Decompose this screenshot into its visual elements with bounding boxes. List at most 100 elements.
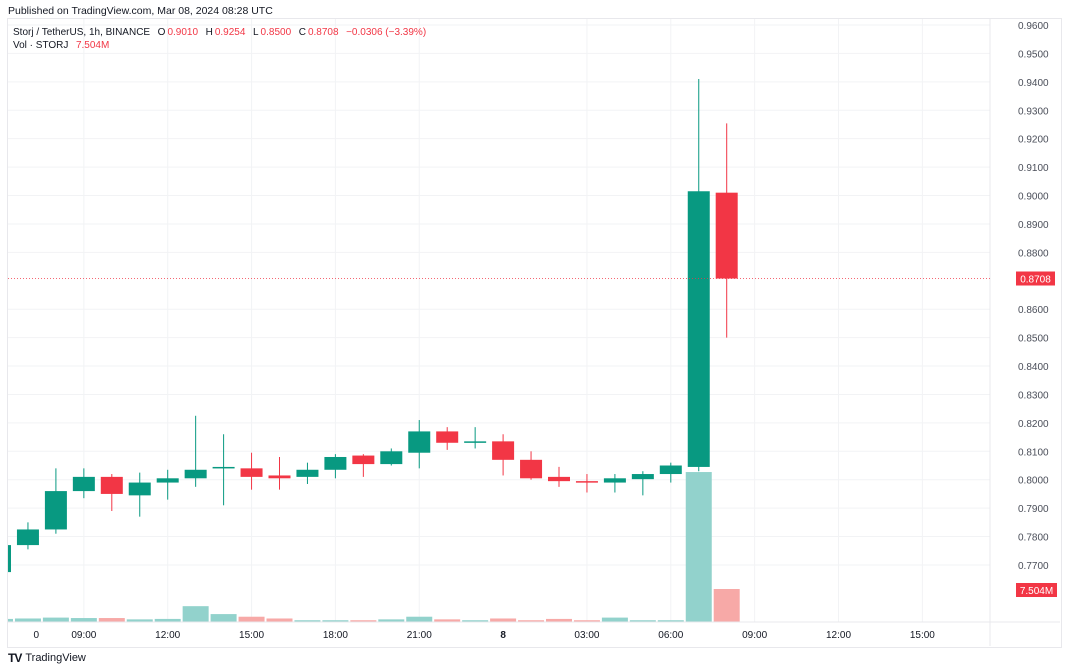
close-value: 0.8708 bbox=[307, 27, 339, 38]
volume-value: 7.504M bbox=[75, 40, 110, 51]
published-note: Published on TradingView.com, Mar 08, 20… bbox=[8, 5, 273, 17]
time-tick-label: 0 bbox=[34, 630, 40, 641]
price-tick-label: 0.8900 bbox=[1018, 220, 1049, 231]
candle-body bbox=[156, 478, 179, 483]
price-tick-label: 0.8200 bbox=[1018, 419, 1049, 430]
footer: TV TradingView bbox=[8, 651, 86, 665]
volume-bar bbox=[98, 618, 125, 622]
time-tick-label: 21:00 bbox=[407, 630, 432, 641]
price-tick-label: 0.8300 bbox=[1018, 390, 1049, 401]
candle-body bbox=[492, 441, 515, 460]
open-value: 0.9010 bbox=[167, 27, 199, 38]
volume-bar bbox=[546, 618, 572, 622]
price-tick-label: 0.8400 bbox=[1018, 362, 1049, 373]
volume-bar bbox=[378, 619, 405, 622]
time-tick-label: 18:00 bbox=[323, 630, 348, 641]
candle-body bbox=[128, 482, 151, 496]
candle-body bbox=[72, 476, 95, 492]
candle-body bbox=[687, 191, 710, 467]
low-value: 0.8500 bbox=[260, 27, 292, 38]
time-tick-label: 09:00 bbox=[742, 630, 767, 641]
volume-bar bbox=[322, 620, 349, 622]
volume-bar bbox=[629, 620, 656, 622]
price-tick-label: 0.9300 bbox=[1018, 106, 1049, 117]
volume-bar bbox=[350, 620, 377, 622]
volume-bar bbox=[210, 614, 237, 622]
low-label: L bbox=[252, 27, 259, 38]
volume-row: Vol · STORJ 7.504M bbox=[13, 39, 428, 52]
candle-body bbox=[659, 465, 682, 475]
candle-body bbox=[380, 451, 403, 465]
candle-body bbox=[44, 491, 67, 530]
volume-bar bbox=[266, 618, 293, 622]
open-label: O bbox=[157, 27, 166, 38]
price-tick-label: 0.8800 bbox=[1018, 248, 1049, 259]
volume-bar bbox=[14, 618, 41, 622]
high-value: 0.9254 bbox=[214, 27, 246, 38]
price-tick-label: 0.7800 bbox=[1018, 533, 1049, 544]
time-tick-label: 03:00 bbox=[574, 630, 599, 641]
time-tick-label: 06:00 bbox=[658, 630, 683, 641]
volume-bar bbox=[42, 617, 69, 622]
price-tick-label: 0.9000 bbox=[1018, 192, 1049, 203]
price-tick-label: 0.8600 bbox=[1018, 305, 1049, 316]
candle-body bbox=[603, 478, 626, 483]
high-label: H bbox=[205, 27, 213, 38]
brand-name: TradingView bbox=[25, 652, 86, 664]
volume-bar bbox=[490, 618, 517, 622]
candle-body bbox=[268, 475, 291, 479]
volume-bar bbox=[8, 618, 13, 622]
symbol-title[interactable]: Storj / TetherUS, 1h, BINANCE bbox=[13, 27, 151, 38]
volume-bar bbox=[238, 616, 265, 622]
candle-body bbox=[520, 459, 543, 479]
volume-bar bbox=[434, 619, 461, 622]
volume-bar bbox=[685, 472, 712, 622]
volume-bar bbox=[601, 617, 628, 622]
candle-body bbox=[324, 456, 347, 470]
price-tick-label: 0.8000 bbox=[1018, 476, 1049, 487]
time-tick-label: 8 bbox=[500, 630, 506, 641]
volume-bar bbox=[573, 620, 600, 622]
change-value: −0.0306 (−3.39%) bbox=[346, 27, 427, 38]
last-price-label: 0.8708 bbox=[1020, 275, 1051, 286]
candle-body bbox=[296, 469, 319, 477]
candle-body bbox=[184, 469, 207, 479]
price-tick-label: 0.9500 bbox=[1018, 49, 1049, 60]
volume-bar bbox=[657, 620, 684, 622]
volume-label: Vol · STORJ bbox=[13, 40, 69, 51]
last-price-badge bbox=[1016, 271, 1055, 286]
price-tick-label: 0.9600 bbox=[1018, 21, 1049, 32]
volume-bar bbox=[294, 620, 321, 622]
volume-bar bbox=[713, 589, 740, 622]
candle-body bbox=[575, 481, 598, 483]
time-tick-label: 15:00 bbox=[910, 630, 935, 641]
volume-bar bbox=[126, 619, 153, 622]
price-tick-label: 0.9400 bbox=[1018, 78, 1049, 89]
price-tick-label: 0.7700 bbox=[1018, 561, 1049, 572]
volume-bar bbox=[154, 618, 181, 622]
price-tick-label: 0.8500 bbox=[1018, 334, 1049, 345]
volume-bar bbox=[518, 620, 545, 622]
candle-body bbox=[240, 468, 263, 477]
close-label: C bbox=[298, 27, 306, 38]
time-tick-label: 12:00 bbox=[826, 630, 851, 641]
candle-body bbox=[212, 466, 235, 469]
candle-body bbox=[715, 192, 738, 279]
price-tick-label: 0.9200 bbox=[1018, 135, 1049, 146]
time-tick-label: 09:00 bbox=[71, 630, 96, 641]
candle-body bbox=[408, 431, 431, 453]
price-tick-label: 0.8100 bbox=[1018, 447, 1049, 458]
candle-body bbox=[548, 476, 570, 482]
candle-body bbox=[100, 476, 123, 494]
candle-body bbox=[8, 545, 11, 573]
time-tick-label: 15:00 bbox=[239, 630, 264, 641]
chart-frame bbox=[7, 18, 1062, 648]
time-tick-label: 12:00 bbox=[155, 630, 180, 641]
price-tick-label: 0.7900 bbox=[1018, 504, 1049, 515]
last-volume-badge bbox=[1016, 583, 1057, 597]
last-volume-label: 7.504M bbox=[1020, 586, 1053, 597]
candle-body bbox=[436, 431, 459, 443]
